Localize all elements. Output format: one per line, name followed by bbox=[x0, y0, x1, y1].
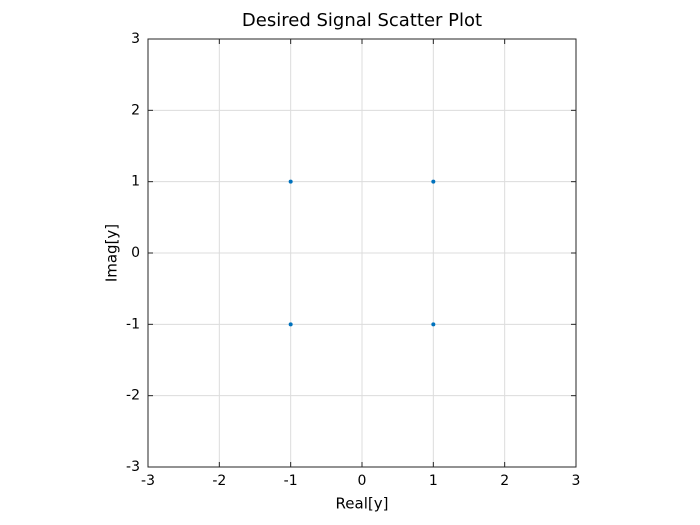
plot-frame bbox=[147, 38, 577, 468]
x-tick-label: 2 bbox=[500, 473, 509, 489]
y-tick-label: -1 bbox=[126, 316, 140, 332]
x-tick-label: 0 bbox=[358, 473, 367, 489]
y-tick-label: 0 bbox=[131, 245, 140, 261]
chart-title: Desired Signal Scatter Plot bbox=[242, 10, 482, 31]
point bbox=[288, 179, 293, 184]
y-tick-label: 1 bbox=[131, 174, 140, 190]
point bbox=[288, 322, 293, 327]
x-tick-label: 1 bbox=[429, 473, 438, 489]
y-tick-label: 3 bbox=[131, 31, 140, 47]
y-tick-label: -2 bbox=[126, 388, 140, 404]
x-tick-label: -3 bbox=[141, 473, 155, 489]
y-axis-label: Imag[y] bbox=[103, 224, 121, 282]
point bbox=[431, 322, 436, 327]
x-axis-label: Real[y] bbox=[336, 495, 389, 513]
y-tick-label: -3 bbox=[126, 459, 140, 475]
x-tick-label: -2 bbox=[212, 473, 226, 489]
y-tick-label: 2 bbox=[131, 102, 140, 118]
x-tick-label: -1 bbox=[284, 473, 298, 489]
point bbox=[431, 179, 436, 184]
x-tick-label: 3 bbox=[572, 473, 581, 489]
